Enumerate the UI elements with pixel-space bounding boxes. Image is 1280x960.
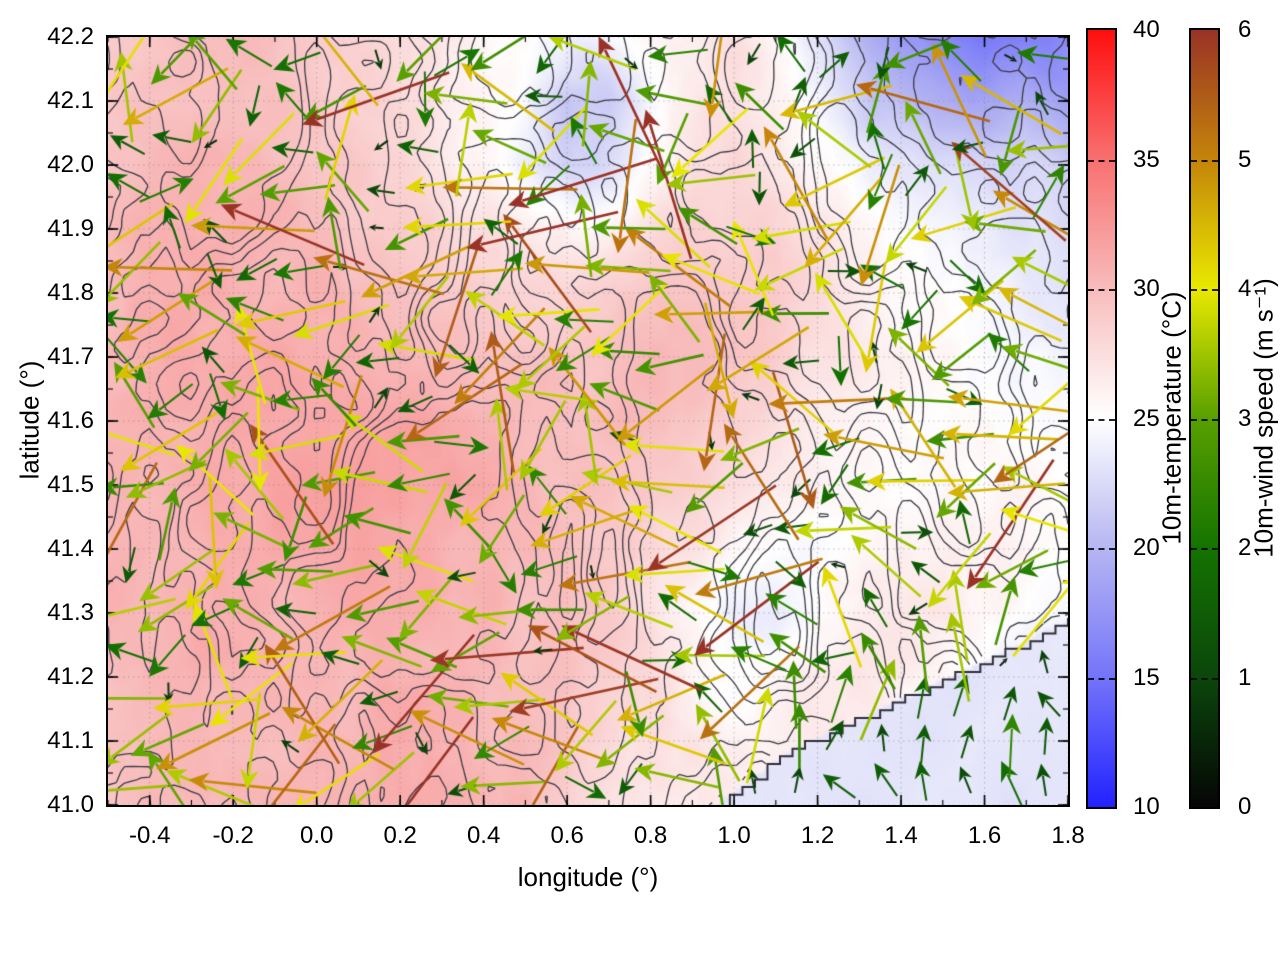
x-tick-label: 0.4 xyxy=(466,822,501,849)
colorbar-tick-dash xyxy=(1191,548,1218,550)
colorbar-tick-label: 6 xyxy=(1238,16,1252,43)
colorbar-tick-dash xyxy=(1088,418,1115,421)
y-tick-label: 41.5 xyxy=(47,471,94,498)
colorbar-tick-dash xyxy=(1191,677,1218,680)
plot-frame xyxy=(106,35,1070,807)
y-tick-label: 41.1 xyxy=(47,727,94,754)
y-tick-label: 42.2 xyxy=(47,23,94,50)
colorbar-tick-label: 4 xyxy=(1238,275,1252,302)
colorbar-tick-label: 20 xyxy=(1133,534,1160,561)
colorbar-tick-label: 0 xyxy=(1238,793,1252,820)
colorbar-tick-dash xyxy=(1088,289,1115,291)
colorbar-tick-dash xyxy=(1088,159,1115,162)
colorbar-tick-label: 35 xyxy=(1133,145,1160,173)
y-tick-label: 41.2 xyxy=(47,663,94,690)
temperature-colorbar-title: 10m-temperature (°C) xyxy=(1156,291,1187,545)
x-tick-label: -0.4 xyxy=(129,822,171,849)
y-tick-label: 41.9 xyxy=(47,215,94,242)
x-tick-label: 0.2 xyxy=(383,822,417,849)
colorbar-tick-label: 30 xyxy=(1133,275,1160,302)
colorbar-tick-dash xyxy=(1191,289,1218,291)
x-tick-label: 1.0 xyxy=(717,822,751,849)
x-tick-label: 0.6 xyxy=(550,822,584,849)
colorbar-tick-dash xyxy=(1191,159,1218,162)
temperature-colorbar xyxy=(1086,28,1117,809)
y-tick-label: 42.0 xyxy=(47,151,94,178)
colorbar-tick-dash xyxy=(1088,677,1115,680)
colorbar-tick-label: 25 xyxy=(1133,404,1160,432)
x-tick-label: -0.2 xyxy=(212,822,254,849)
x-tick-label: 1.4 xyxy=(884,822,918,849)
colorbar-tick-label: 5 xyxy=(1238,145,1252,173)
map-plot xyxy=(108,37,1068,805)
x-tick-label: 1.6 xyxy=(967,822,1002,849)
y-tick-label: 41.3 xyxy=(47,599,94,626)
y-tick-label: 41.0 xyxy=(47,791,94,818)
x-axis-title: longitude (°) xyxy=(517,862,659,892)
y-tick-label: 41.7 xyxy=(47,343,94,370)
x-tick-label: 0.0 xyxy=(300,822,334,849)
wind-colorbar xyxy=(1189,28,1220,809)
x-tick-label: 1.8 xyxy=(1051,822,1085,849)
colorbar-tick-label: 15 xyxy=(1133,663,1160,691)
y-tick-label: 41.4 xyxy=(47,535,94,562)
colorbar-tick-label: 2 xyxy=(1238,534,1252,561)
y-tick-label: 42.1 xyxy=(47,87,94,114)
y-tick-label: 41.6 xyxy=(47,407,94,434)
x-tick-label: 1.2 xyxy=(800,822,835,849)
colorbar-tick-label: 40 xyxy=(1133,16,1160,43)
colorbar-tick-dash xyxy=(1088,548,1115,550)
colorbar-tick-dash xyxy=(1191,418,1218,421)
colorbar-tick-label: 10 xyxy=(1133,793,1160,820)
y-tick-label: 41.8 xyxy=(47,279,94,306)
y-axis-title: latitude (°) xyxy=(14,360,45,480)
wind-colorbar-title: 10m-wind speed (m s⁻¹) xyxy=(1248,278,1279,558)
colorbar-tick-label: 3 xyxy=(1238,404,1252,432)
x-tick-label: 0.8 xyxy=(633,822,668,849)
colorbar-tick-label: 1 xyxy=(1238,663,1252,691)
